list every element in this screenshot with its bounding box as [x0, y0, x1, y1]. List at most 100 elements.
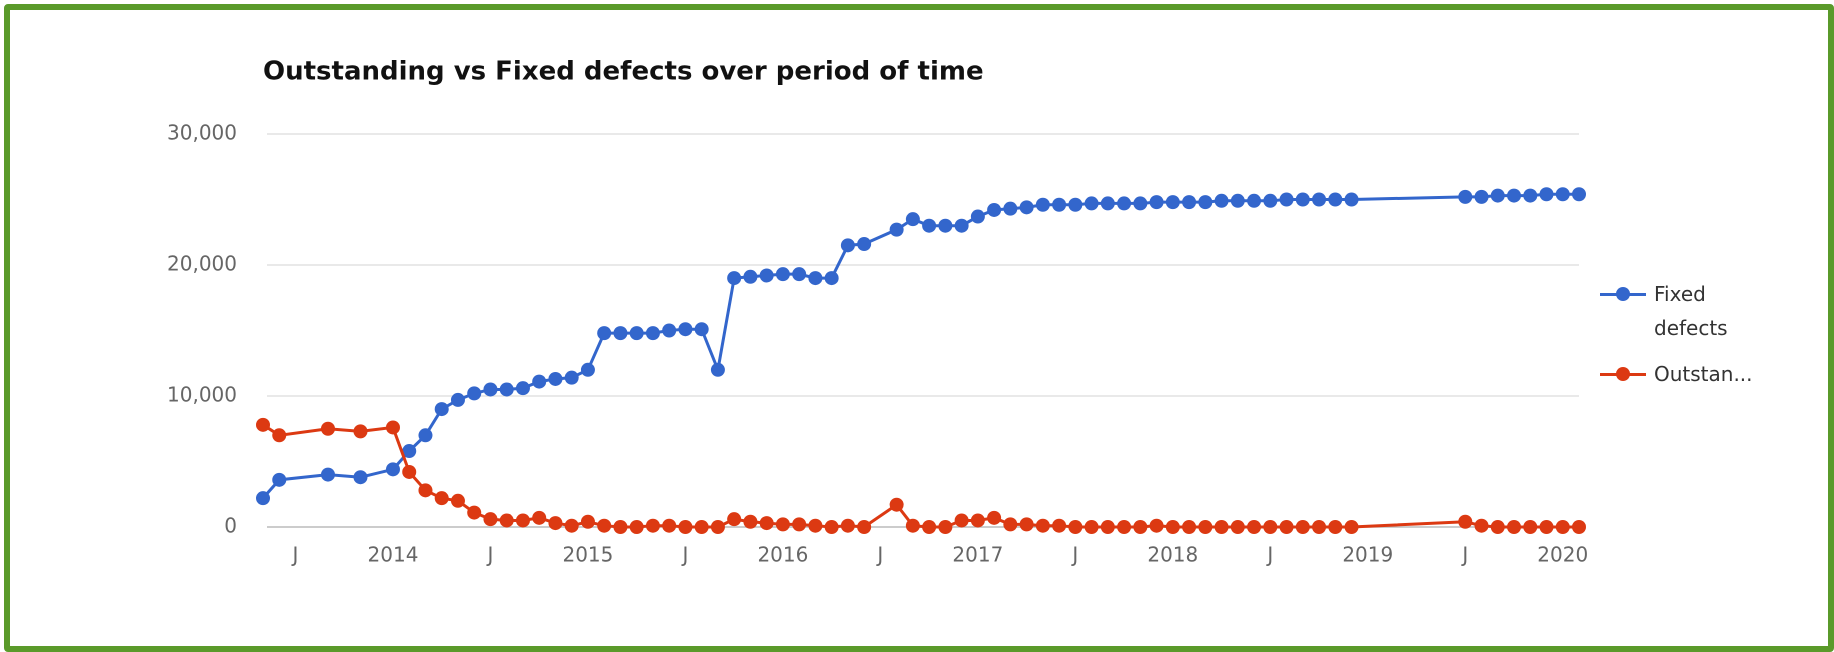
data-point [938, 520, 953, 534]
data-point [645, 326, 660, 341]
y-tick-label: 20,000 [167, 252, 237, 276]
data-point [824, 520, 839, 534]
data-point [1100, 196, 1115, 211]
x-tick-label: 2015 [562, 543, 613, 567]
data-point [808, 271, 823, 286]
data-point [1344, 192, 1359, 207]
data-point [613, 520, 628, 534]
data-point [1133, 196, 1148, 211]
data-point [1474, 518, 1489, 533]
x-tick-label: 2019 [1342, 543, 1393, 567]
data-point [1149, 518, 1164, 533]
data-point [840, 518, 855, 533]
x-tick-label: 2020 [1537, 543, 1588, 567]
data-point [1263, 193, 1278, 208]
data-point [499, 382, 514, 397]
data-point [662, 518, 677, 533]
data-point [1523, 188, 1538, 203]
data-point [418, 483, 433, 498]
data-point [256, 491, 270, 506]
data-point [1312, 192, 1327, 207]
data-point [792, 517, 807, 532]
data-point [1003, 201, 1018, 216]
data-point [987, 510, 1002, 525]
data-point [353, 470, 368, 485]
data-point [678, 322, 693, 337]
legend-swatch [1600, 282, 1646, 306]
data-point [1052, 197, 1067, 212]
data-point [987, 202, 1002, 217]
data-point [808, 518, 823, 533]
data-point [320, 421, 335, 436]
legend-item: Fixed defects [1600, 282, 1790, 345]
data-point [532, 510, 547, 525]
data-point [1328, 520, 1343, 534]
data-point [450, 392, 465, 407]
data-point [548, 371, 563, 386]
data-point [1507, 188, 1522, 203]
data-point [629, 326, 644, 341]
data-point [775, 517, 790, 532]
series-line [262, 423, 1579, 529]
data-point [710, 362, 725, 377]
data-point [694, 322, 709, 337]
data-point [467, 386, 482, 401]
data-point [580, 362, 595, 377]
data-point [450, 493, 465, 508]
data-point [970, 209, 985, 224]
data-point [970, 513, 985, 528]
data-point [1572, 520, 1586, 534]
data-point [1149, 195, 1164, 210]
data-point [532, 374, 547, 389]
y-tick-label: 0 [224, 514, 237, 538]
data-point [1182, 520, 1197, 534]
x-tick-label: J [1265, 543, 1273, 567]
legend-label: Fixed defects [1654, 282, 1728, 340]
data-point [1328, 192, 1343, 207]
data-point [1165, 520, 1180, 534]
x-tick-label: J [486, 543, 494, 567]
data-point [1507, 520, 1522, 534]
y-tick-label: 30,000 [167, 121, 237, 145]
data-point [1555, 520, 1570, 534]
data-point [694, 520, 709, 534]
data-point [1279, 192, 1294, 207]
data-point [759, 268, 774, 283]
x-tick-label: 2017 [952, 543, 1003, 567]
data-point [775, 267, 790, 282]
data-point [857, 237, 872, 252]
data-point [1019, 200, 1034, 215]
data-point [1068, 197, 1083, 212]
data-point [434, 402, 449, 417]
data-point [256, 417, 270, 432]
x-tick-label: 2014 [368, 543, 419, 567]
data-point [1263, 520, 1278, 534]
data-point [1035, 518, 1050, 533]
data-point [515, 513, 530, 528]
data-point [434, 491, 449, 506]
data-point [272, 472, 287, 487]
card [4, 4, 1834, 652]
data-point [922, 520, 937, 534]
data-point [385, 462, 400, 477]
data-point [613, 326, 628, 341]
data-point [1539, 187, 1554, 202]
data-point [1523, 520, 1538, 534]
data-point [1019, 517, 1034, 532]
data-point [1117, 520, 1132, 534]
data-point [629, 520, 644, 534]
data-point [824, 271, 839, 286]
data-point [1100, 520, 1115, 534]
x-tick-label: 2016 [757, 543, 808, 567]
data-point [483, 382, 498, 397]
data-point [905, 212, 920, 227]
data-point [467, 505, 482, 520]
data-point [1458, 189, 1473, 204]
data-point [1572, 187, 1586, 202]
data-point [483, 512, 498, 527]
data-point [353, 424, 368, 439]
data-point [1035, 197, 1050, 212]
data-point [905, 518, 920, 533]
